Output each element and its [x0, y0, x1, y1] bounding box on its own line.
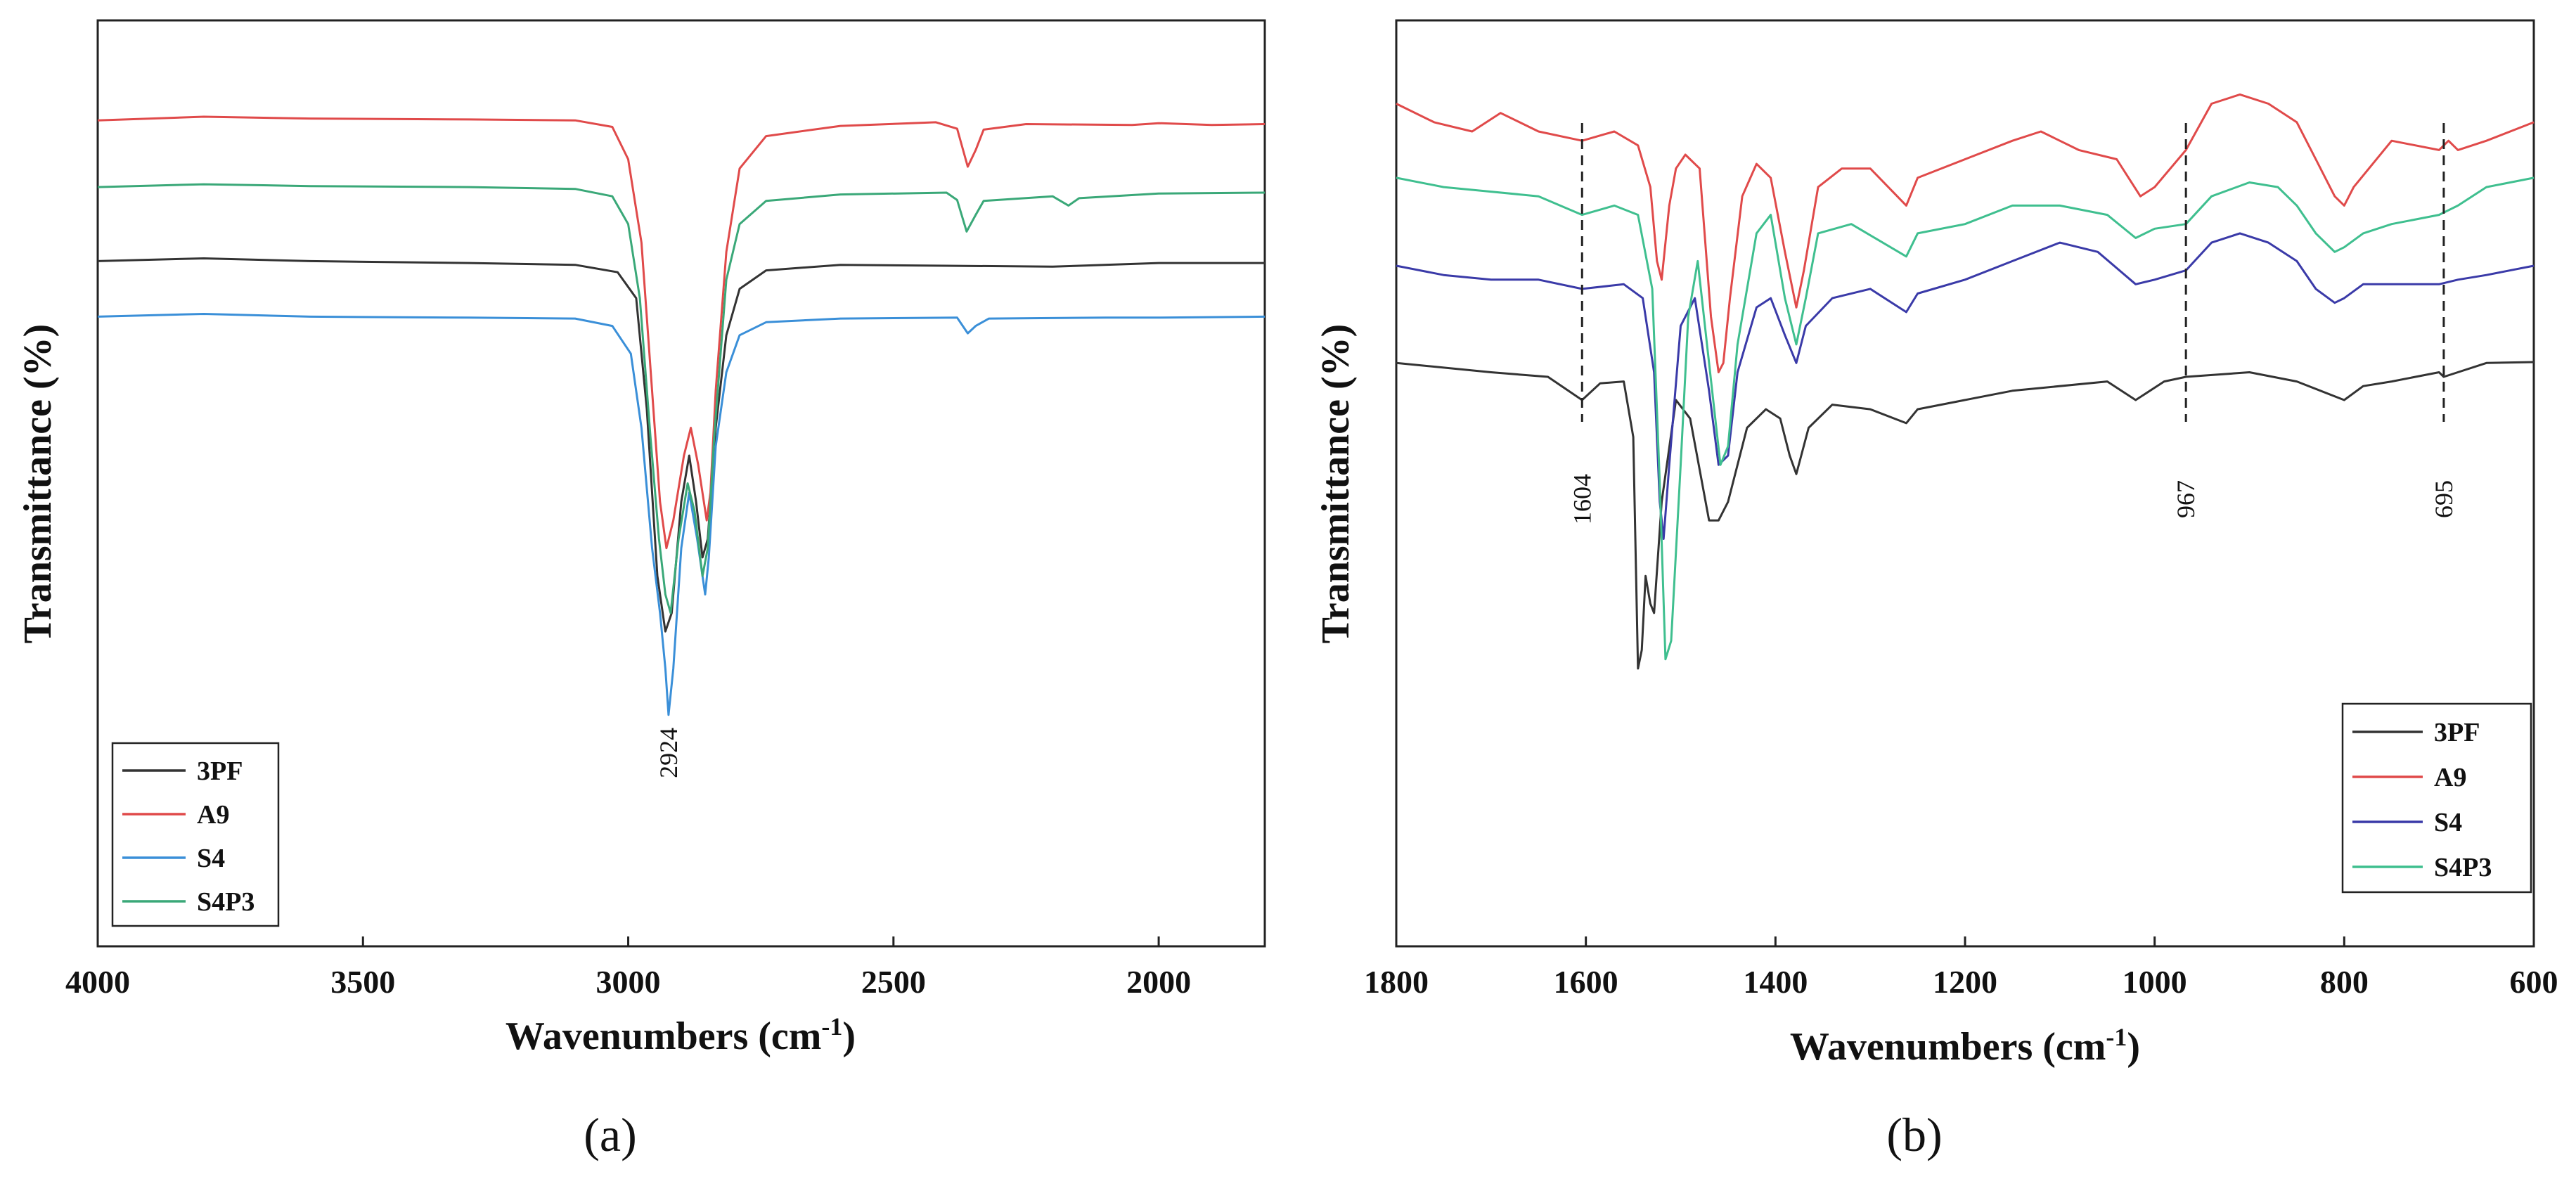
x-tick-label: 3000 [596, 964, 661, 1000]
series-group-a [97, 115, 1266, 716]
x-axis-title-b-close: ) [2127, 1025, 2140, 1069]
annotations-b: 1604 967 695 [1568, 123, 2458, 524]
x-axis-title-b-main: Wavenumbers (cm [1790, 1025, 2106, 1069]
x-tick-label: 1000 [2123, 964, 2187, 1000]
x-axis-title-b: Wavenumbers (cm-1) [1790, 1023, 2140, 1069]
series-group-b [1396, 93, 2535, 670]
legend-label-a9: A9 [197, 800, 229, 830]
x-tick-label: 2500 [861, 964, 926, 1000]
chart-panel-a: 4000 3500 3000 2500 2000 2924 3PF A9 S4 S4P3 Tr… [16, 19, 1266, 1161]
series-line-s4p3 [1396, 176, 2535, 661]
peak-annotation: 1604 [1568, 474, 1596, 524]
legend-box [2341, 702, 2532, 894]
legend-label-s4p3: S4P3 [197, 887, 255, 917]
x-tick-label: 2000 [1126, 964, 1191, 1000]
x-axis-title-a-sup: -1 [821, 1012, 842, 1041]
x-tick-label: 4000 [65, 964, 130, 1000]
series-line-3pf [1396, 361, 2535, 670]
x-axis-title-a-main: Wavenumbers (cm [505, 1015, 822, 1058]
chart-panel-b: 1800 1600 1400 1200 1000 800 600 1604 967 695 3P… [1314, 19, 2558, 1161]
x-axis-title-a: Wavenumbers (cm-1) [505, 1012, 856, 1058]
x-ticks-a: 4000 3500 3000 2500 2000 [65, 936, 1191, 1000]
x-axis-title-b-sup: -1 [2106, 1023, 2127, 1051]
x-tick-label: 1400 [1743, 964, 1808, 1000]
legend-label-s4: S4 [197, 844, 225, 873]
annotations-a: 2924 [655, 728, 683, 778]
legend-b: 3PF A9 S4 S4P3 [2341, 702, 2532, 894]
series-line-s4 [1396, 232, 2535, 540]
x-tick-label: 600 [2510, 964, 2558, 1000]
panel-label-b: (b) [1886, 1108, 1942, 1161]
series-line-s4 [97, 313, 1266, 716]
y-axis-title-b: Transmittance (%) [1314, 324, 1358, 644]
plot-frame-a [96, 19, 1266, 948]
legend-label-3pf: 3PF [197, 756, 243, 786]
legend-label-s4: S4 [2434, 808, 2462, 837]
x-ticks-b: 1800 1600 1400 1200 1000 800 600 [1364, 936, 2558, 1000]
x-axis-title-a-close: ) [842, 1015, 856, 1058]
series-line-s4p3 [97, 183, 1266, 614]
series-line-a9 [1396, 93, 2535, 373]
x-tick-label: 800 [2320, 964, 2369, 1000]
peak-annotation: 967 [2172, 480, 2200, 518]
legend-label-3pf: 3PF [2434, 718, 2480, 747]
x-tick-label: 1600 [1554, 964, 1618, 1000]
x-tick-label: 3500 [330, 964, 395, 1000]
panel-label-a: (a) [584, 1108, 636, 1161]
x-tick-label: 1800 [1364, 964, 1429, 1000]
series-line-3pf [97, 257, 1265, 633]
peak-annotation: 695 [2430, 480, 2458, 518]
peak-annotation: 2924 [655, 728, 683, 778]
legend-box [111, 742, 280, 927]
series-line-a9 [97, 115, 1266, 550]
y-axis-title-a: Transmittance (%) [16, 324, 60, 644]
legend-a: 3PF A9 S4 S4P3 [111, 742, 280, 927]
x-tick-label: 1200 [1933, 964, 1997, 1000]
legend-label-s4p3: S4P3 [2434, 853, 2492, 882]
legend-label-a9: A9 [2434, 763, 2466, 792]
